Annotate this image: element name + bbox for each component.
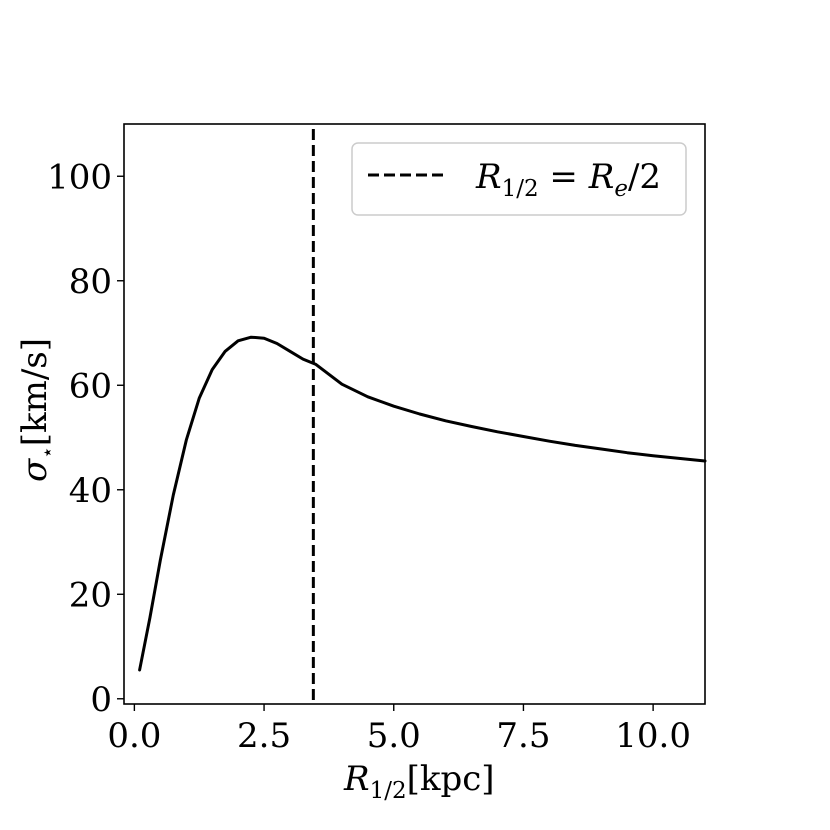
- y-axis-label: σ⋆[km/s]: [15, 338, 59, 482]
- legend-lhs-main: R: [475, 157, 502, 197]
- legend: R1/2 = Re/2: [351, 142, 687, 216]
- plot-frame: [123, 123, 706, 705]
- y-tick-label: 60: [69, 366, 112, 406]
- legend-rhs-tail: /2: [628, 157, 661, 197]
- series-line: [138, 335, 707, 672]
- legend-lhs-sub: 1/2: [502, 176, 539, 202]
- legend-rhs-sub: e: [614, 176, 628, 202]
- data-layer: [138, 129, 707, 704]
- x-tick-label: 5.0: [367, 716, 421, 756]
- x-tick-label: 7.5: [496, 716, 550, 756]
- x-tick-label: 10.0: [615, 716, 691, 756]
- y-tick-label: 40: [69, 471, 112, 511]
- y-tick-label: 20: [69, 575, 112, 615]
- y-tick-label: 0: [90, 680, 112, 720]
- y-axis-label-unit: [km/s]: [15, 338, 55, 446]
- y-tick-label: 100: [47, 157, 112, 197]
- legend-rhs-main: R: [588, 157, 615, 197]
- y-axis-label-sub: ⋆: [35, 446, 59, 459]
- x-axis-label-main: R: [343, 759, 370, 799]
- ticks-layer: 0.0 2.5 5.0 7.5 10.0 0 20 40 60 80 100: [47, 157, 691, 756]
- x-axis-label-unit: [kpc]: [407, 759, 495, 799]
- x-tick-label: 0.0: [107, 716, 161, 756]
- x-tick-label: 2.5: [237, 716, 291, 756]
- legend-eq: =: [539, 157, 589, 197]
- y-axis-label-main: σ: [15, 458, 55, 482]
- x-axis-label-sub: 1/2: [370, 778, 407, 804]
- legend-box: [351, 142, 687, 216]
- legend-label: R1/2 = Re/2: [475, 157, 661, 202]
- x-axis-label: R1/2[kpc]: [343, 759, 495, 804]
- y-tick-label: 80: [69, 262, 112, 302]
